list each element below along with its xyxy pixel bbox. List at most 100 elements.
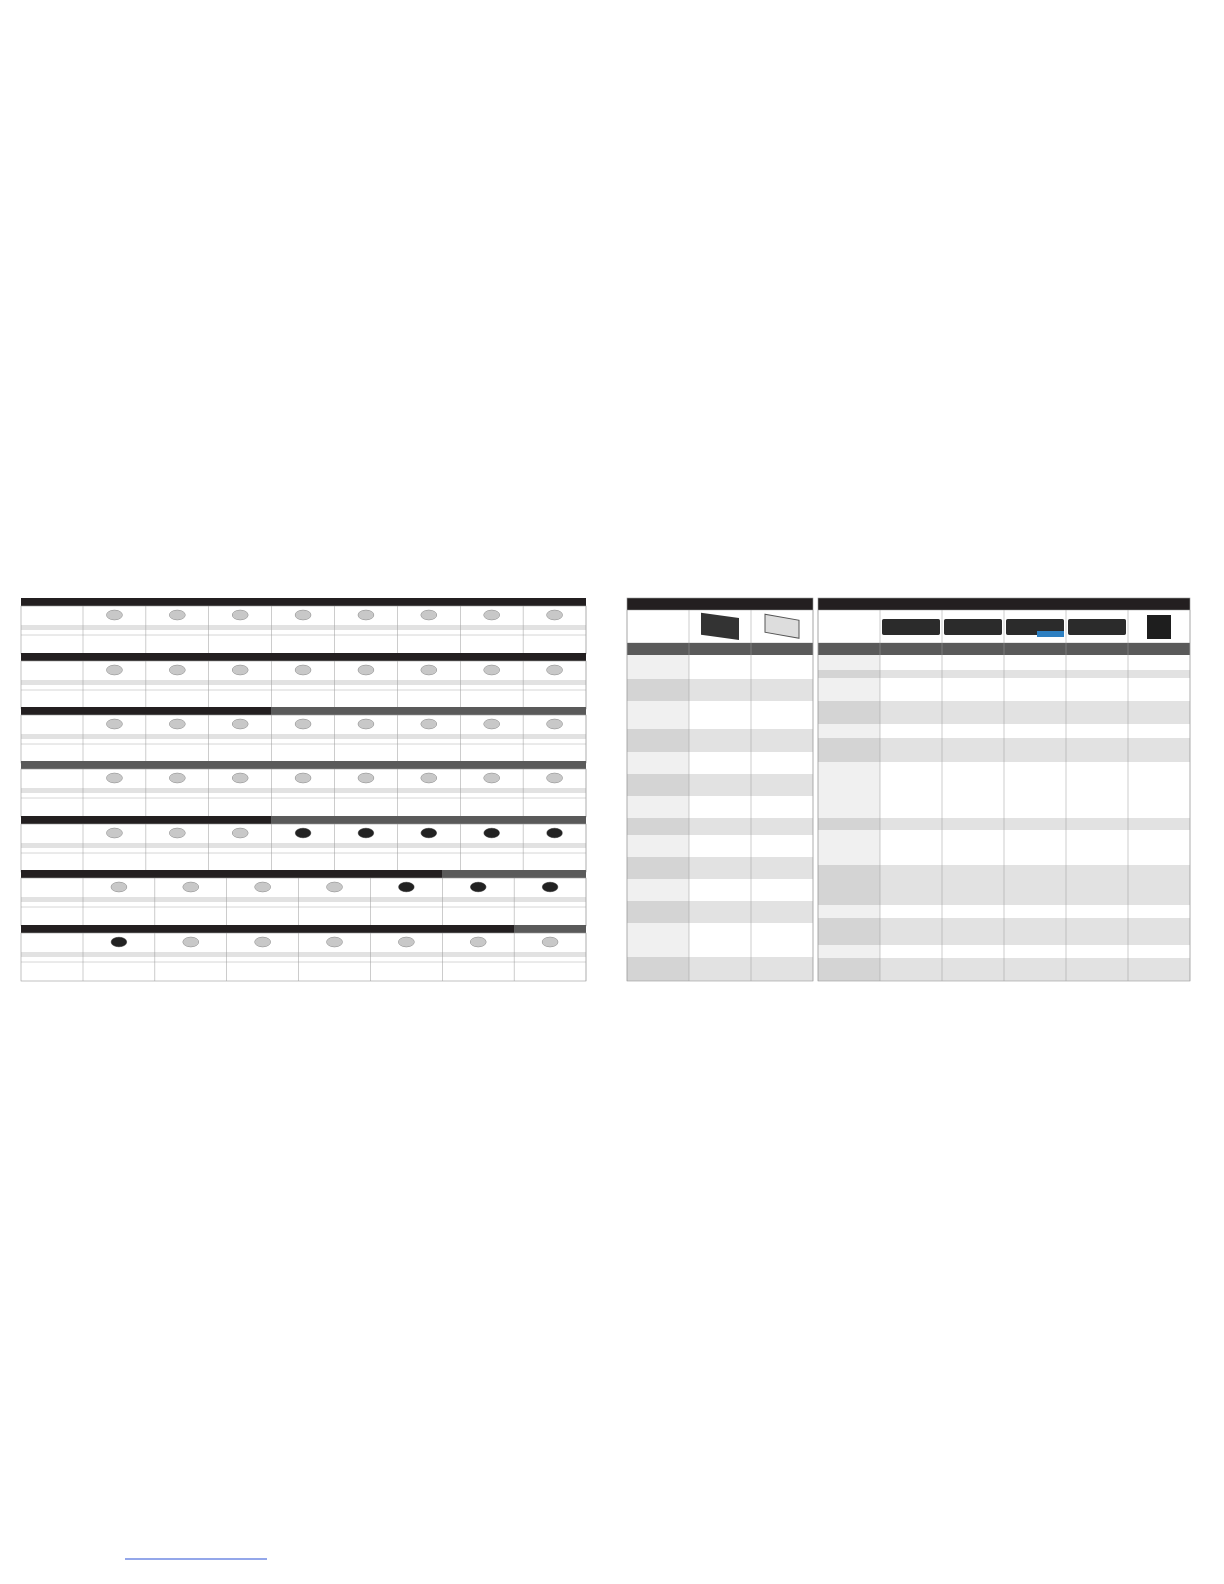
section-header-alt [271, 816, 586, 824]
product-image [483, 772, 500, 784]
label-cell [627, 752, 689, 774]
stripe [21, 788, 586, 793]
stripe [21, 625, 586, 630]
label-cell [627, 701, 689, 729]
product-image [182, 881, 200, 893]
label-cell [627, 679, 689, 701]
product-image [169, 664, 186, 676]
product-image [541, 936, 559, 948]
table-frame [817, 597, 1191, 982]
stripe [21, 897, 586, 902]
product-image [231, 718, 249, 730]
product-image [546, 827, 563, 839]
label-cell [627, 655, 689, 679]
product-image [106, 772, 123, 784]
product-image [469, 881, 487, 893]
stripe [21, 734, 586, 739]
product-image [106, 664, 123, 676]
product-image [546, 609, 563, 621]
label-cell [627, 901, 689, 923]
label-cell [627, 818, 689, 835]
product-image [294, 609, 312, 621]
section-header [21, 653, 586, 661]
product-image [254, 881, 271, 893]
product-image [294, 664, 312, 676]
product-image [546, 664, 563, 676]
product-image [357, 827, 375, 839]
label-cell [818, 724, 880, 738]
label-cell [627, 879, 689, 901]
label-cell [627, 729, 689, 752]
label-cell [818, 655, 880, 670]
product-image [106, 827, 123, 839]
section-header [21, 598, 586, 606]
label-cell [818, 830, 880, 865]
stripe [21, 843, 586, 848]
label-cell [627, 796, 689, 818]
product-image [182, 936, 200, 948]
table-frame [626, 597, 814, 982]
product-image [357, 664, 375, 676]
label-cell [818, 762, 880, 818]
product-image [231, 827, 249, 839]
product-image [231, 772, 249, 784]
product-image [541, 881, 559, 893]
label-cell [818, 701, 880, 724]
section-header-alt [514, 925, 586, 933]
label-cell [818, 865, 880, 905]
label-cell [818, 918, 880, 945]
section-header [21, 761, 586, 769]
label-cell [627, 835, 689, 857]
product-accent [1037, 631, 1064, 637]
product-image [326, 881, 343, 893]
product-image [944, 619, 1002, 635]
stripe [21, 680, 586, 685]
section-header-alt [271, 707, 586, 715]
product-image [483, 718, 500, 730]
product-image [701, 612, 739, 641]
product-image [398, 881, 415, 893]
product-image [169, 827, 186, 839]
section-header [21, 870, 586, 878]
product-image [294, 718, 312, 730]
label-cell [818, 905, 880, 918]
table-header [627, 598, 813, 610]
table-header [818, 598, 1190, 610]
product-image [420, 718, 438, 730]
product-image [420, 609, 438, 621]
label-cell [818, 678, 880, 701]
label-cell [818, 945, 880, 958]
product-image [294, 772, 312, 784]
product-image [169, 609, 186, 621]
product-image [483, 827, 500, 839]
section-header [21, 925, 586, 933]
product-image [357, 718, 375, 730]
product-image [254, 936, 271, 948]
product-image [882, 619, 940, 635]
product-image [326, 936, 343, 948]
product-image [546, 718, 563, 730]
product-image [110, 936, 128, 948]
product-image [231, 609, 249, 621]
label-cell [627, 857, 689, 879]
product-image [483, 664, 500, 676]
sub-header [627, 643, 813, 655]
product-image [546, 772, 563, 784]
product-image [483, 609, 500, 621]
label-cell [627, 774, 689, 796]
label-cell [818, 738, 880, 762]
product-image [1147, 615, 1171, 639]
product-image [169, 772, 186, 784]
product-image [294, 827, 312, 839]
product-image [1068, 619, 1126, 635]
label-cell [818, 958, 880, 981]
label-cell [818, 818, 880, 830]
product-image [231, 664, 249, 676]
product-image [469, 936, 487, 948]
product-image [106, 609, 123, 621]
product-image [420, 827, 438, 839]
product-image [764, 613, 800, 639]
product-image [110, 881, 128, 893]
